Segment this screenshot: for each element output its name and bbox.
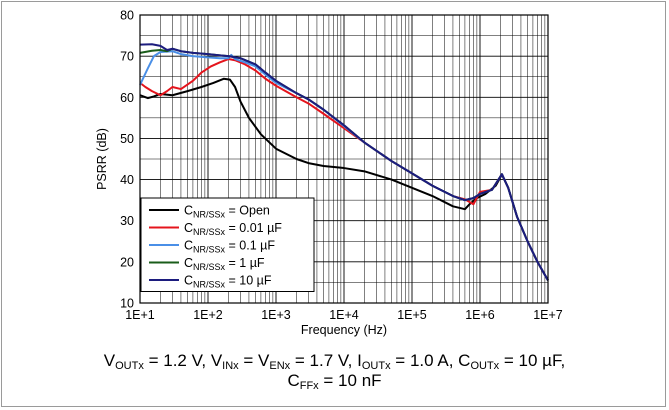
legend-entry: CNR/SSx = 0.01 µF xyxy=(184,221,282,237)
x-tick-label: 1E+7 xyxy=(533,308,563,322)
legend-entry: CNR/SSx = 1 µF xyxy=(184,256,265,272)
y-tick-label: 30 xyxy=(120,214,134,228)
legend-entry: CNR/SSx = Open xyxy=(184,204,270,220)
x-tick-label: 1E+3 xyxy=(261,308,291,322)
y-tick-label: 80 xyxy=(120,9,134,23)
caption-line-2: CFFx = 10 nF xyxy=(287,371,382,392)
y-tick-label: 10 xyxy=(120,297,134,311)
legend-entry: CNR/SSx = 10 µF xyxy=(184,274,272,290)
y-tick-label: 50 xyxy=(120,132,134,146)
x-axis-label: Frequency (Hz) xyxy=(301,323,387,337)
caption-line-1: VOUTx = 1.2 V, VINx = VENx = 1.7 V, IOUT… xyxy=(103,351,566,372)
y-tick-label: 20 xyxy=(120,255,134,269)
x-tick-label: 1E+6 xyxy=(465,308,495,322)
y-tick-label: 40 xyxy=(120,173,134,187)
y-tick-label: 70 xyxy=(120,50,134,64)
tick-labels: 1E+1 1E+2 1E+3 1E+4 1E+5 1E+6 1E+7 10 20 30 40 50 60… xyxy=(120,9,563,323)
legend-entry: CNR/SSx = 0.1 µF xyxy=(184,239,275,255)
x-tick-label: 1E+4 xyxy=(329,308,359,322)
x-tick-label: 1E+1 xyxy=(125,308,155,322)
y-axis-label: PSRR (dB) xyxy=(95,128,109,190)
series-layer xyxy=(139,43,549,281)
plot-border xyxy=(139,14,549,304)
x-tick-label: 1E+5 xyxy=(397,308,427,322)
series-line-4 xyxy=(139,43,549,281)
x-tick-label: 1E+2 xyxy=(193,308,223,322)
y-tick-label: 60 xyxy=(120,91,134,105)
